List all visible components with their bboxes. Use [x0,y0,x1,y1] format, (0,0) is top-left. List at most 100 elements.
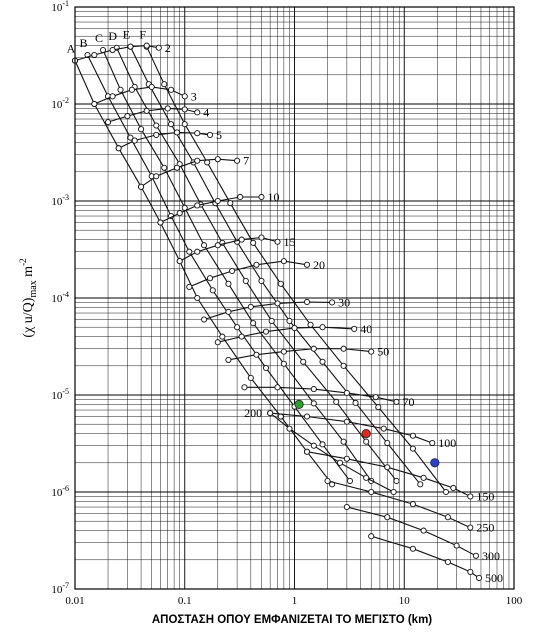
height-50-point [368,348,375,355]
height-40-point [238,333,245,340]
height-15-point [274,238,281,245]
height-200-point [363,474,370,481]
height-100-point [380,425,387,432]
height-40-point [351,325,358,332]
stability-class-d-point [363,438,370,445]
height-40-point [291,325,298,332]
height-200-point [286,425,293,432]
height-20-point [253,261,260,268]
height-label: 250 [476,521,494,535]
height-15-point [258,234,265,241]
height-7-point [214,156,221,163]
height-10-line [160,196,262,223]
height-label: 30 [338,295,350,309]
stability-class-f-point [277,280,284,287]
height-4-point [181,106,188,113]
stability-class-f-point [375,404,382,411]
height-2-point [127,43,134,50]
height-label: 40 [360,322,372,336]
height-7-point [173,164,181,171]
height-150-point [467,493,474,500]
height-50-point [225,356,232,363]
stability-class-b-point [127,134,134,141]
height-15-point [194,248,201,255]
height-50-line [228,348,372,361]
height-3-point [91,100,98,108]
height-20-point [229,267,236,275]
height-label: 500 [485,571,503,585]
height-300-point [472,552,479,559]
stability-class-c-point [250,320,257,327]
x-tick-label: 1 [292,595,298,607]
height-300-point [453,542,460,549]
height-4-point [124,113,131,120]
height-500-point [409,545,416,552]
height-label: 300 [482,549,500,563]
y-tick-label: 10-6 [51,484,69,499]
curve-labels: A B C D E F 2 345 7 10 15 20 30 40 50 70 100 150 200 250 300… [67,28,503,585]
plot-frame [74,6,515,590]
stability-class-b-point [234,324,241,331]
grid [74,7,514,590]
height-30-point [201,316,208,323]
height-250-point [324,477,331,484]
height-label: 10 [267,190,279,204]
y-tick-label: 10-1 [51,0,69,14]
height-40-point [262,328,270,335]
height-100-point [429,439,436,447]
height-50-point [280,348,287,355]
stability-class-label: A [67,42,76,56]
height-20-line [189,260,308,288]
height-70-point [343,389,350,396]
height-300-point [384,514,391,521]
height-label: 5 [216,128,222,142]
height-70-point [310,386,317,393]
height-15-point [214,242,221,249]
height-2-point [91,51,98,59]
stability-class-e-point [167,121,175,128]
height-70-point [393,398,400,405]
height-20-point [303,261,311,268]
height-40-line [217,326,355,343]
height-150-point [450,484,457,492]
tick-labels: 0.01 0.1 1 10 100 10-1 10-2 10-3 10-4 10-5 10-6 10-… [51,0,522,607]
height-30-point [274,300,281,307]
height-15-point [238,236,245,243]
x-tick-label: 10 [399,595,411,607]
height-3-point [128,86,135,93]
x-tick-label: 100 [506,595,523,607]
height-500-point [444,558,451,566]
stability-class-d-point [153,122,160,129]
x-tick-label: 0.1 [178,595,192,607]
height-4-point [143,107,150,114]
stability-class-f-point [181,121,188,128]
height-7-point [153,173,160,180]
height-70-line [244,386,397,403]
stability-class-c-point [161,164,168,171]
y-tick-label: 10-3 [51,193,69,208]
stability-class-a-point [247,374,254,381]
height-2-point [143,42,150,49]
stability-class-c-point [138,126,145,133]
height-500-point [475,574,483,581]
highlight-point [430,458,440,468]
stability-class-label: B [79,36,87,50]
height-200-point [336,459,344,466]
height-300-point [420,527,427,534]
height-20-point [186,283,193,290]
stability-class-c-point [340,438,347,445]
height-2-point [109,46,116,54]
height-label: 100 [438,436,456,450]
stability-class-b-point [262,364,270,372]
height-20-point [280,258,287,265]
height-30-point [225,308,232,315]
height-label: 4 [203,105,209,119]
height-15-point [176,258,183,265]
height-2-point [155,44,162,51]
stability-class-b-point [209,287,216,294]
height-40-point [214,339,221,346]
stability-class-f-point [442,488,450,496]
height-label: 3 [191,89,197,103]
height-50-point [340,345,347,352]
